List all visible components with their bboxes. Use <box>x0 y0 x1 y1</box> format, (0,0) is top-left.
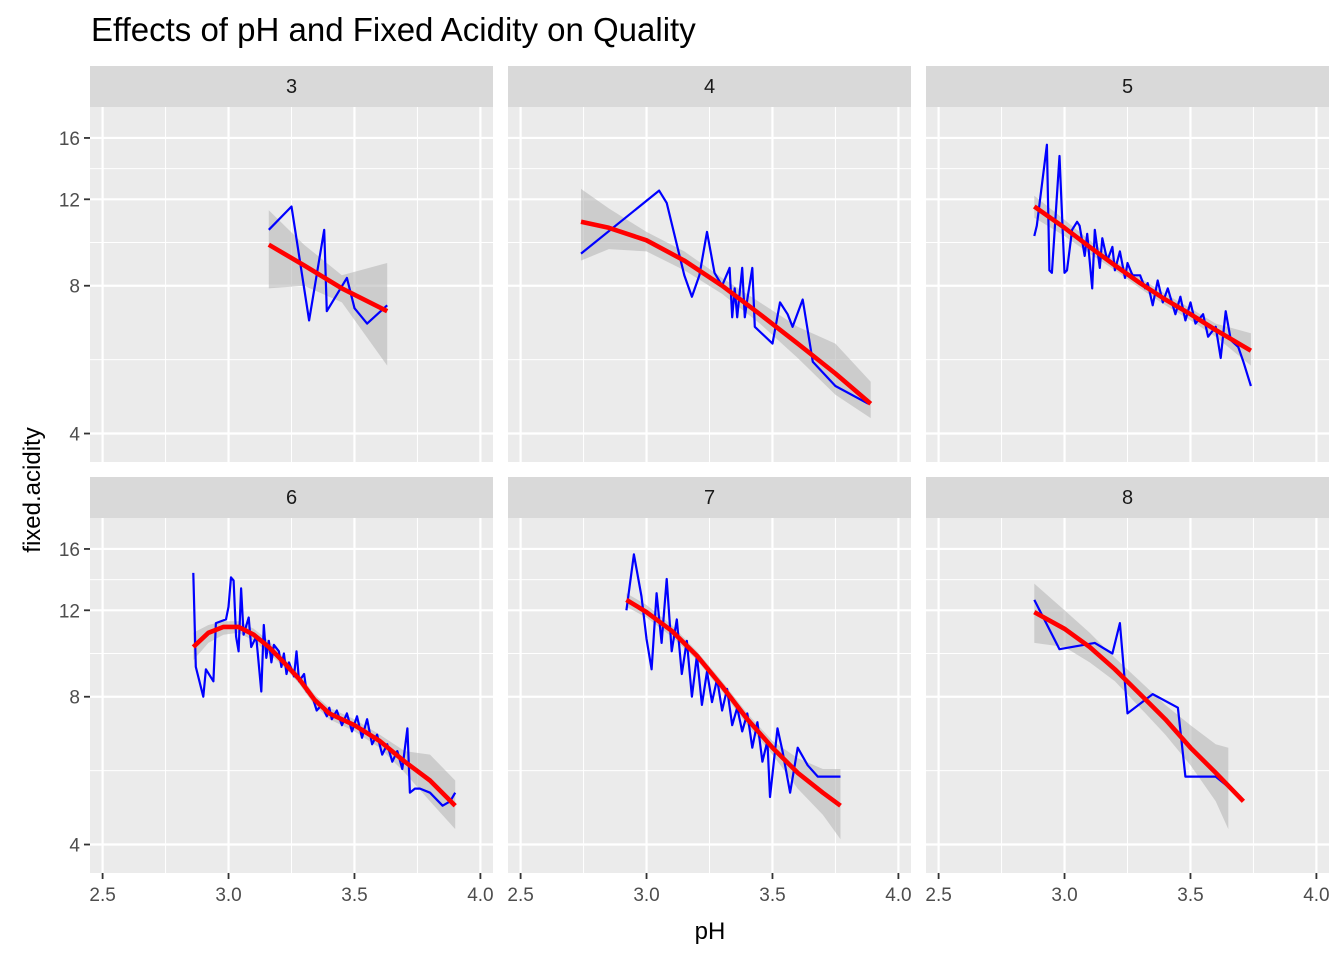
facet-6: 6 <box>90 477 493 873</box>
x-tick-label: 3.0 <box>215 885 241 906</box>
facet-panels: 3 4 5 6 7 8 <box>90 66 1329 873</box>
facet-4: 4 <box>508 66 911 462</box>
raw-line-7 <box>625 553 841 799</box>
strip-4 <box>508 66 911 107</box>
strip-8 <box>926 477 1329 518</box>
strip-label-7: 7 <box>704 487 715 509</box>
x-axes: 2.5 3.0 3.5 4.0 2.5 3.0 3.5 4.0 2.5 3.0 3.5 4.0 <box>89 873 1330 906</box>
y-tick-label: 12 <box>59 190 80 211</box>
y-tick-label: 8 <box>69 277 80 298</box>
strip-label-3: 3 <box>286 76 297 98</box>
y-axes: 4 8 12 16 4 8 12 16 <box>59 129 90 857</box>
facet-7: 7 <box>508 477 911 873</box>
facet-5: 5 <box>926 66 1329 462</box>
y-tick-label: 4 <box>69 836 80 857</box>
x-tick-label: 3.0 <box>633 885 659 906</box>
strip-label-5: 5 <box>1122 76 1133 98</box>
smooth-line-6 <box>191 624 457 808</box>
smooth-line-4 <box>580 219 873 406</box>
raw-line-4 <box>580 189 869 405</box>
strip-3 <box>90 66 493 107</box>
x-axis-title: pH <box>695 918 726 945</box>
strip-label-6: 6 <box>286 487 297 509</box>
smooth-line-3 <box>267 242 389 314</box>
x-tick-label: 3.5 <box>341 885 367 906</box>
smooth-line-5 <box>1032 204 1253 353</box>
strip-6 <box>90 477 493 518</box>
facet-3: 3 <box>90 66 493 462</box>
y-tick-label: 16 <box>59 129 80 150</box>
y-tick-label: 12 <box>59 601 80 622</box>
strip-label-4: 4 <box>704 76 715 98</box>
x-tick-label: 3.0 <box>1051 885 1077 906</box>
y-tick-label: 8 <box>69 688 80 709</box>
facet-8: 8 <box>926 477 1329 873</box>
x-tick-label: 2.5 <box>925 885 951 906</box>
raw-line-3 <box>268 205 388 325</box>
strip-7 <box>508 477 911 518</box>
y-tick-label: 4 <box>69 425 80 446</box>
x-tick-label: 4.0 <box>1303 885 1329 906</box>
x-tick-label: 2.5 <box>507 885 533 906</box>
smooth-line-8 <box>1033 610 1246 803</box>
x-tick-label: 2.5 <box>89 885 115 906</box>
strip-label-8: 8 <box>1122 487 1133 509</box>
confidence-band-7 <box>626 593 841 840</box>
y-axis-title: fixed.acidity <box>19 427 46 552</box>
x-tick-label: 4.0 <box>885 885 911 906</box>
x-tick-label: 3.5 <box>759 885 785 906</box>
y-tick-label: 16 <box>59 540 80 561</box>
x-tick-label: 4.0 <box>467 885 493 906</box>
smooth-line-7 <box>625 597 842 808</box>
x-tick-label: 3.5 <box>1177 885 1203 906</box>
chart-title: Effects of pH and Fixed Acidity on Quali… <box>91 11 696 48</box>
raw-line-5 <box>1033 143 1252 387</box>
strip-5 <box>926 66 1329 107</box>
